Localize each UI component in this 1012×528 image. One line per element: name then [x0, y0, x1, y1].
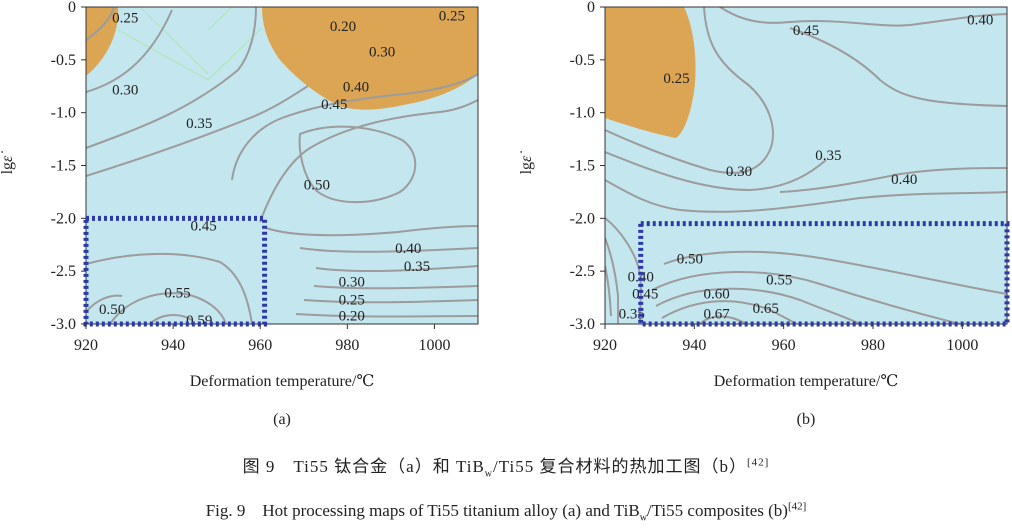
panel-b-xtick-label: 960	[772, 337, 796, 354]
panel-b-contour-label: 0.60	[704, 286, 730, 302]
panel-a-unstable-region-left	[86, 7, 119, 76]
caption-en-ref: [42]	[787, 500, 807, 513]
panel-a-xtick-label: 960	[248, 337, 272, 354]
panel-b-xlabel: Deformation temperature/℃	[714, 373, 899, 390]
panel-a-contour-label: 0.59	[186, 313, 212, 329]
panel-b: 0.450.400.250.300.350.400.500.550.400.45…	[518, 0, 1010, 428]
panel-b-contour-label: 0.45	[632, 286, 658, 302]
panel-b-contour-labels: 0.450.400.250.300.350.400.500.550.400.45…	[619, 13, 994, 323]
panel-a-ticks: 920 940 960 980 1000 0 -0.5 -1.0 -1.5 -2.0 -2.5 -3.…	[51, 0, 451, 354]
panel-a-contour-label: 0.25	[339, 293, 365, 309]
panel-b-unstable-region	[605, 7, 696, 138]
panel-a-contour-label: 0.45	[321, 97, 347, 113]
panel-a-contour-label: 0.25	[112, 11, 138, 27]
panel-a-contour-label: 0.25	[439, 8, 465, 24]
panel-a-xtick-label: 940	[161, 337, 185, 354]
panel-b-contour-label: 0.40	[967, 13, 993, 29]
panel-a-ytick-label: -0.5	[51, 52, 76, 69]
panel-a-xtick-label: 980	[335, 337, 359, 354]
panel-b-label: (b)	[797, 411, 816, 428]
panel-b-contour-label: 0.65	[753, 301, 779, 317]
panel-b-ytick-label: -3.0	[570, 316, 595, 333]
panel-b-contour-label: 0.25	[663, 71, 689, 87]
panel-b-xtick-label: 940	[682, 337, 706, 354]
panel-a-xtick-label: 1000	[418, 337, 450, 354]
panel-a-contour-label: 0.30	[112, 82, 138, 98]
panel-b-plot-area: 0.450.400.250.300.350.400.500.550.400.45…	[605, 7, 1007, 324]
caption-chinese: 图 9 Ti55 钛合金（a）和 TiBw/Ti55 复合材料的热加工图（b）[…	[0, 452, 1012, 479]
panel-b-contour-label: 0.35	[815, 148, 841, 164]
panel-b-ylabel: lgε̇	[518, 151, 535, 175]
caption-en-sub: w	[639, 512, 647, 524]
panel-b-safe-domain-box	[638, 221, 1010, 327]
caption-english: Fig. 9 Hot processing maps of Ti55 titan…	[0, 496, 1012, 523]
panel-a-contour-label: 0.30	[339, 275, 365, 291]
panel-a-plot-area: 0.250.200.250.300.400.450.300.350.500.45…	[86, 7, 478, 329]
panel-a-ytick-label: -3.0	[51, 316, 76, 333]
panel-b-ytick-label: -1.5	[570, 158, 595, 175]
panel-b-contour-label: 0.40	[891, 172, 917, 188]
panel-a-ytick-label: -1.5	[51, 158, 76, 175]
panel-b-contour-label: 0.55	[766, 273, 792, 289]
panel-b-contour-label: 0.67	[704, 306, 731, 322]
panel-a-xtick-label: 920	[74, 337, 98, 354]
panel-a-safe-domain-box	[83, 215, 268, 327]
panel-a-contour-label: 0.40	[343, 79, 369, 95]
panel-a-contour-label: 0.20	[339, 309, 365, 325]
panel-b-ytick-label: -0.5	[570, 52, 595, 69]
panel-b-xtick-label: 920	[593, 337, 617, 354]
panel-a-contour-label: 0.35	[404, 259, 430, 275]
panel-a-contour-label: 0.35	[186, 116, 212, 132]
panel-a-guide-lines	[117, 7, 263, 81]
panel-b-contour-label: 0.50	[677, 251, 703, 267]
panel-a-contour-label: 0.50	[99, 302, 125, 318]
panel-a: 0.250.200.250.300.400.450.300.350.500.45…	[0, 0, 479, 428]
caption-zh-sub: w	[484, 468, 494, 480]
panel-b-ytick-label: -2.5	[570, 263, 595, 280]
panel-b-xtick-label: 1000	[946, 337, 978, 354]
panel-b-contours	[605, 7, 1007, 324]
caption-en-suffix: /Ti55 composites (b)	[646, 501, 788, 520]
caption-zh-suffix: /Ti55 复合材料的热加工图（b）	[493, 457, 748, 476]
panel-a-contour-label: 0.50	[304, 178, 330, 194]
panel-a-unstable-region-right	[262, 7, 478, 110]
panel-a-contour-label: 0.30	[369, 44, 395, 60]
caption-en-prefix: Fig. 9 Hot processing maps of Ti55 titan…	[205, 501, 640, 520]
panel-b-ticks: 920 940 960 980 1000 0 -0.5 -1.0 -1.5 -2.0 -2.5 -3.…	[570, 0, 979, 354]
panel-b-ytick-label: -2.0	[570, 210, 595, 227]
panel-a-label: (a)	[273, 411, 291, 428]
panel-a-contour-label: 0.55	[164, 285, 190, 301]
panel-b-ytick-label: 0	[587, 0, 595, 16]
panel-a-contour-labels: 0.250.200.250.300.400.450.300.350.500.45…	[99, 8, 465, 329]
panel-a-ytick-label: -2.5	[51, 263, 76, 280]
panel-b-contour-label: 0.45	[793, 23, 819, 39]
caption-zh-prefix: 图 9 Ti55 钛合金（a）和 TiB	[242, 457, 485, 476]
panel-a-ytick-label: -2.0	[51, 210, 76, 227]
panel-a-contour-label: 0.40	[395, 241, 421, 257]
panel-a-contours	[86, 7, 478, 324]
panel-b-contour-label: 0.40	[628, 269, 654, 285]
panel-b-contour-label: 0.30	[726, 164, 752, 180]
panel-a-ytick-label: 0	[68, 0, 76, 16]
caption-zh-ref: [42]	[747, 456, 770, 469]
panel-a-contour-label: 0.20	[330, 19, 356, 35]
panel-b-xtick-label: 980	[861, 337, 885, 354]
panel-a-ylabel: lgε̇	[0, 151, 16, 175]
panel-a-ytick-label: -1.0	[51, 105, 76, 122]
panel-a-xlabel: Deformation temperature/℃	[190, 373, 375, 390]
panel-a-contour-label: 0.45	[190, 219, 216, 235]
panel-b-ytick-label: -1.0	[570, 105, 595, 122]
